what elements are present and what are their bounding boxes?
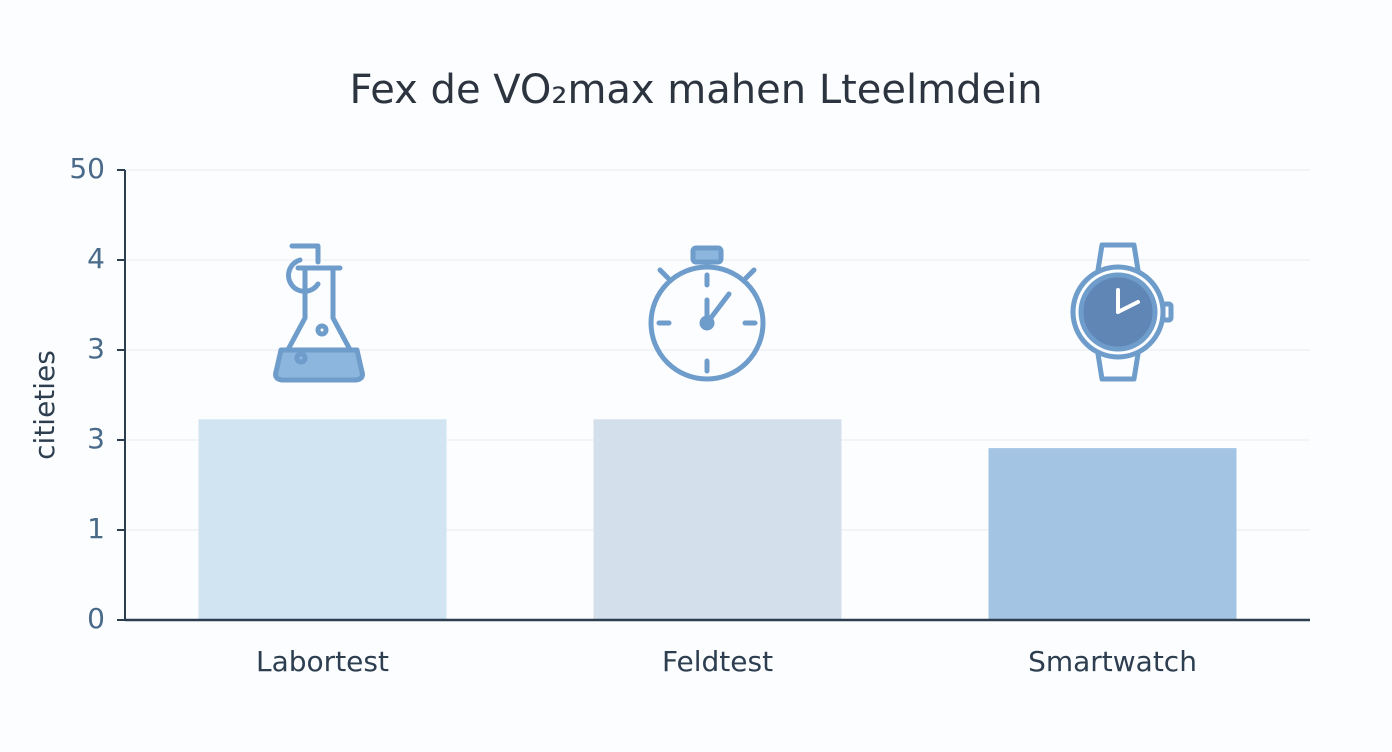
stopwatch-icon	[648, 245, 766, 382]
flask-icon	[273, 243, 365, 383]
y-tick-label: 0	[87, 602, 105, 635]
x-tick-label: Labortest	[256, 645, 389, 678]
y-tick-label: 4	[87, 242, 105, 275]
y-tick-label: 3	[87, 422, 105, 455]
chart-title: Fex de VO₂max mahen Lteelmdein	[349, 67, 1042, 113]
bar	[198, 419, 447, 620]
y-tick-label: 3	[87, 332, 105, 365]
plot-area: 0 1 3 3 4 50 Labortest Feldtest Smartwatch	[69, 152, 1310, 678]
bar	[593, 419, 842, 620]
y-tick-label: 50	[69, 152, 105, 185]
watch-icon	[1070, 242, 1174, 382]
x-tick-label: Feldtest	[662, 645, 773, 678]
x-tick-label: Smartwatch	[1028, 645, 1197, 678]
y-axis-label: citieties	[28, 350, 61, 460]
y-tick-label: 1	[87, 512, 105, 545]
bar	[988, 448, 1237, 620]
